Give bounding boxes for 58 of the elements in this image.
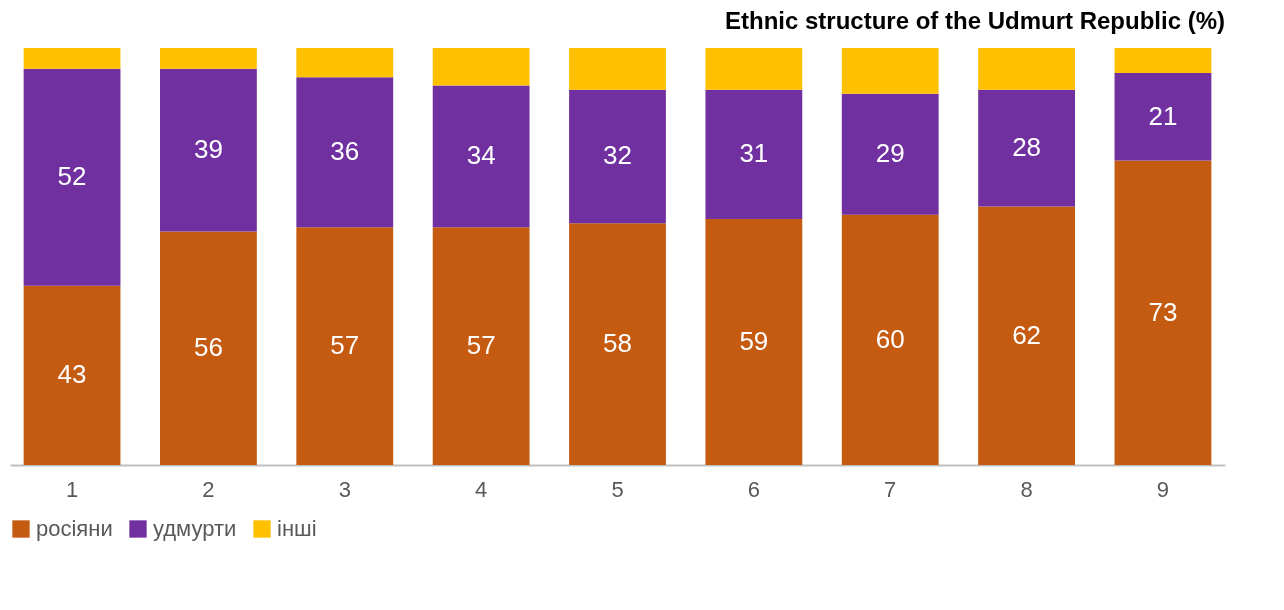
data-label: 58 [603, 328, 632, 359]
legend-label: удмурти [153, 516, 237, 541]
data-label: 57 [330, 330, 360, 361]
bar [841, 214, 939, 465]
data-label: 28 [1012, 132, 1042, 163]
x-tick-label: 7 [884, 476, 897, 502]
bar [705, 218, 803, 465]
bar [296, 48, 394, 78]
bar [160, 48, 257, 69]
x-tick-label: 9 [1156, 476, 1170, 502]
data-label: 60 [875, 323, 905, 354]
bar [569, 223, 666, 465]
data-label: 59 [739, 325, 769, 356]
bar [978, 206, 1075, 465]
legend-label: росіяни [36, 516, 113, 541]
bar [23, 48, 121, 69]
bar [1114, 48, 1212, 74]
data-label: 43 [57, 359, 87, 390]
bar [296, 77, 394, 228]
bar [705, 48, 803, 90]
data-label: 34 [466, 140, 496, 171]
bar [432, 227, 530, 465]
bar [432, 85, 530, 228]
x-tick-label: 3 [338, 476, 351, 502]
bar [296, 227, 394, 465]
bar [23, 285, 121, 465]
legend-label: інші [277, 516, 317, 541]
data-label: 62 [1012, 319, 1042, 350]
data-label: 29 [875, 138, 905, 169]
data-label: 21 [1148, 100, 1178, 131]
data-label: 73 [1148, 296, 1178, 327]
x-tick-label: 6 [747, 476, 760, 502]
bar [705, 89, 803, 219]
bar [569, 89, 666, 224]
data-label: 32 [603, 140, 632, 171]
x-tick-label: 4 [475, 476, 488, 502]
x-tick-label: 5 [611, 476, 624, 502]
data-label: 31 [739, 138, 769, 169]
data-label: 52 [57, 161, 87, 192]
bar [1114, 160, 1212, 465]
bar [160, 68, 257, 232]
data-label: 56 [193, 332, 223, 363]
bar [841, 48, 939, 94]
bar [432, 48, 530, 86]
bar [23, 68, 121, 286]
bar [160, 231, 257, 465]
data-label: 39 [193, 134, 223, 165]
x-tick-label: 1 [65, 476, 79, 502]
bar [569, 48, 666, 90]
bar [978, 48, 1075, 90]
x-tick-label: 8 [1020, 476, 1033, 502]
bar [978, 89, 1075, 207]
chart-title: Ethnic structure of the Udmurt Republic (%) [724, 7, 1225, 34]
bar [841, 93, 939, 215]
bar [1114, 73, 1212, 161]
data-label: 36 [330, 136, 360, 167]
x-tick-label: 2 [202, 476, 215, 502]
data-label: 57 [466, 330, 496, 361]
